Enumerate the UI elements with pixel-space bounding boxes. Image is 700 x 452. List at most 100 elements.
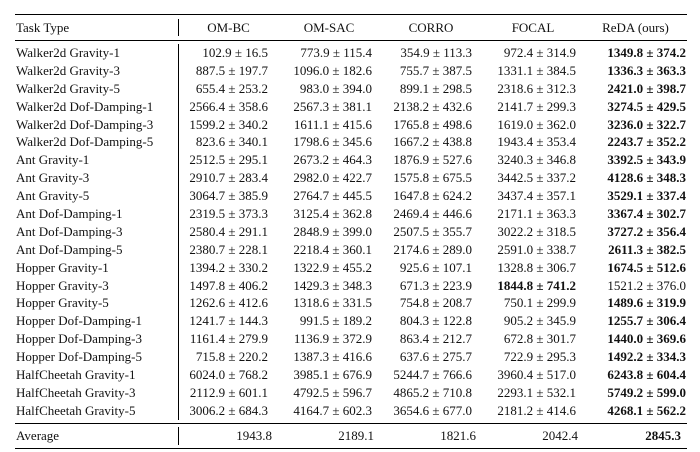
om-bc-cell: 2580.4 ± 291.1 bbox=[178, 222, 278, 241]
om-sac-cell: 4792.5 ± 596.7 bbox=[293, 384, 372, 400]
task-type-cell: HalfCheetah Gravity-3 bbox=[16, 384, 136, 400]
focal-cell: 3240.3 ± 346.8 bbox=[497, 152, 576, 168]
table-row: Ant Dof-Damping-3 2580.4 ± 291.1 2848.9 ± … bbox=[15, 222, 687, 241]
corro-cell: 863.4 ± 212.7 bbox=[399, 331, 472, 347]
om-bc-cell: 2319.5 ± 373.3 bbox=[178, 205, 278, 223]
reda-cell: 5749.2 ± 599.0 bbox=[607, 384, 686, 400]
average-reda: 2845.3 bbox=[645, 427, 681, 443]
om-bc-cell: 2112.9 ± 601.1 bbox=[178, 383, 278, 402]
table-row: Ant Gravity-5 3064.7 ± 385.9 2764.7 ± 445.… bbox=[15, 187, 687, 206]
om-bc-cell: 823.6 ± 340.1 bbox=[178, 133, 278, 152]
om-bc-cell: 1599.2 ± 340.2 bbox=[178, 115, 278, 134]
focal-cell: 2293.1 ± 532.1 bbox=[497, 384, 576, 400]
corro-cell: 5244.7 ± 766.6 bbox=[393, 367, 472, 383]
om-bc-cell: 1497.8 ± 406.2 bbox=[178, 276, 278, 295]
om-sac-cell: 1136.9 ± 372.9 bbox=[293, 331, 372, 347]
om-sac-cell: 2673.2 ± 464.3 bbox=[293, 152, 372, 168]
om-sac-cell: 2848.9 ± 399.0 bbox=[293, 223, 372, 239]
reda-cell: 3274.5 ± 429.5 bbox=[607, 98, 686, 114]
header-row: Task Type OM-BC OM-SAC CORRO FOCAL ReDA … bbox=[15, 15, 687, 40]
task-type-cell: HalfCheetah Gravity-1 bbox=[16, 367, 136, 383]
om-sac-cell: 3985.1 ± 676.9 bbox=[293, 367, 372, 383]
corro-cell: 3654.6 ± 677.0 bbox=[393, 402, 472, 418]
corro-cell: 2138.2 ± 432.6 bbox=[393, 98, 472, 114]
corro-cell: 925.6 ± 107.1 bbox=[399, 259, 472, 275]
om-bc-cell: 102.9 ± 16.5 bbox=[178, 44, 278, 62]
reda-cell: 6243.8 ± 604.4 bbox=[607, 367, 686, 383]
corro-cell: 2469.4 ± 446.6 bbox=[393, 206, 472, 222]
task-type-cell: Ant Gravity-3 bbox=[16, 170, 90, 186]
om-bc-cell: 2566.4 ± 358.6 bbox=[178, 97, 278, 116]
header-corro: CORRO bbox=[408, 19, 454, 35]
table-row: Hopper Dof-Damping-5 715.8 ± 220.2 1387.3 … bbox=[15, 348, 687, 367]
focal-cell: 1331.1 ± 384.5 bbox=[497, 62, 576, 78]
table-row: HalfCheetah Gravity-1 6024.0 ± 768.2 3985.… bbox=[15, 366, 687, 384]
reda-cell: 1674.5 ± 512.6 bbox=[607, 259, 686, 275]
corro-cell: 1667.2 ± 438.8 bbox=[393, 134, 472, 150]
task-type-cell: Walker2d Gravity-3 bbox=[16, 62, 120, 78]
table-row: HalfCheetah Gravity-3 2112.9 ± 601.1 4792.… bbox=[15, 383, 687, 402]
om-sac-cell: 3125.4 ± 362.8 bbox=[293, 206, 372, 222]
corro-cell: 754.8 ± 208.7 bbox=[399, 295, 472, 311]
focal-cell: 1328.8 ± 306.7 bbox=[497, 259, 576, 275]
om-bc-cell: 3064.7 ± 385.9 bbox=[178, 187, 278, 206]
reda-cell: 2243.7 ± 352.2 bbox=[607, 134, 686, 150]
table-row: Walker2d Dof-Damping-3 1599.2 ± 340.2 1611… bbox=[15, 115, 687, 134]
om-sac-cell: 991.5 ± 189.2 bbox=[299, 313, 372, 329]
reda-cell: 1440.0 ± 369.6 bbox=[607, 331, 686, 347]
om-bc-cell: 2910.7 ± 283.4 bbox=[178, 169, 278, 188]
corro-cell: 637.6 ± 275.7 bbox=[399, 349, 472, 365]
focal-cell: 1943.4 ± 353.4 bbox=[497, 134, 576, 150]
corro-cell: 755.7 ± 387.5 bbox=[399, 62, 472, 78]
header-rule bbox=[15, 40, 687, 41]
task-type-cell: Walker2d Gravity-1 bbox=[16, 45, 120, 60]
reda-cell: 1255.7 ± 306.4 bbox=[607, 313, 686, 329]
reda-cell: 2421.0 ± 398.7 bbox=[607, 80, 686, 96]
average-rule bbox=[15, 422, 687, 424]
average-row: Average 1943.8 2189.1 1821.6 2042.4 2845… bbox=[15, 424, 687, 448]
corro-cell: 4865.2 ± 710.8 bbox=[393, 384, 472, 400]
om-sac-cell: 983.0 ± 394.0 bbox=[299, 80, 372, 96]
task-type-cell: Walker2d Dof-Damping-1 bbox=[16, 98, 154, 114]
task-type-cell: Ant Gravity-1 bbox=[16, 152, 90, 168]
reda-cell: 2611.3 ± 382.5 bbox=[608, 241, 686, 257]
task-type-cell: Hopper Gravity-3 bbox=[16, 277, 109, 293]
focal-cell: 1619.0 ± 362.0 bbox=[497, 116, 576, 132]
om-sac-cell: 773.9 ± 115.4 bbox=[300, 45, 372, 60]
focal-cell: 750.1 ± 299.9 bbox=[503, 295, 576, 311]
table-body: Walker2d Gravity-1 102.9 ± 16.5 773.9 ± 11… bbox=[15, 44, 687, 420]
om-sac-cell: 1322.9 ± 455.2 bbox=[293, 259, 372, 275]
corro-cell: 2507.5 ± 355.7 bbox=[393, 223, 472, 239]
average-corro: 1821.6 bbox=[440, 427, 476, 443]
focal-cell: 2141.7 ± 299.3 bbox=[497, 98, 576, 114]
header-om-bc: OM-BC bbox=[178, 18, 278, 37]
table-row: Hopper Dof-Damping-1 1241.7 ± 144.3 991.5 … bbox=[15, 312, 687, 331]
task-type-cell: Hopper Dof-Damping-5 bbox=[16, 349, 142, 365]
task-type-cell: Hopper Gravity-5 bbox=[16, 295, 109, 311]
om-sac-cell: 2982.0 ± 422.7 bbox=[293, 170, 372, 186]
corro-cell: 899.1 ± 298.5 bbox=[399, 80, 472, 96]
om-bc-cell: 1241.7 ± 144.3 bbox=[178, 312, 278, 331]
corro-cell: 1647.8 ± 624.2 bbox=[393, 188, 472, 204]
om-sac-cell: 4164.7 ± 602.3 bbox=[293, 402, 372, 418]
task-type-cell: Ant Dof-Damping-1 bbox=[16, 206, 123, 222]
reda-cell: 3367.4 ± 302.7 bbox=[607, 206, 686, 222]
om-sac-cell: 1611.1 ± 415.6 bbox=[293, 116, 372, 132]
task-type-cell: Ant Dof-Damping-5 bbox=[16, 241, 123, 257]
reda-cell: 1492.2 ± 334.3 bbox=[607, 349, 686, 365]
reda-cell: 3392.5 ± 343.9 bbox=[607, 152, 686, 168]
average-om-bc: 1943.8 bbox=[178, 426, 278, 445]
focal-cell: 3442.5 ± 337.2 bbox=[497, 170, 576, 186]
focal-cell: 672.8 ± 301.7 bbox=[503, 331, 576, 347]
table-row: Ant Gravity-3 2910.7 ± 283.4 2982.0 ± 422.… bbox=[15, 169, 687, 188]
om-sac-cell: 1798.6 ± 345.6 bbox=[293, 134, 372, 150]
om-sac-cell: 2764.7 ± 445.5 bbox=[293, 188, 372, 204]
task-type-cell: Walker2d Gravity-5 bbox=[16, 80, 120, 96]
focal-cell: 972.4 ± 314.9 bbox=[503, 45, 576, 60]
focal-cell: 3022.2 ± 318.5 bbox=[497, 223, 576, 239]
header-reda: ReDA (ours) bbox=[602, 19, 669, 35]
focal-cell: 905.2 ± 345.9 bbox=[503, 313, 576, 329]
focal-cell: 2318.6 ± 312.3 bbox=[497, 80, 576, 96]
table-row: Walker2d Dof-Damping-5 823.6 ± 340.1 1798.… bbox=[15, 133, 687, 152]
average-label: Average bbox=[16, 427, 60, 443]
